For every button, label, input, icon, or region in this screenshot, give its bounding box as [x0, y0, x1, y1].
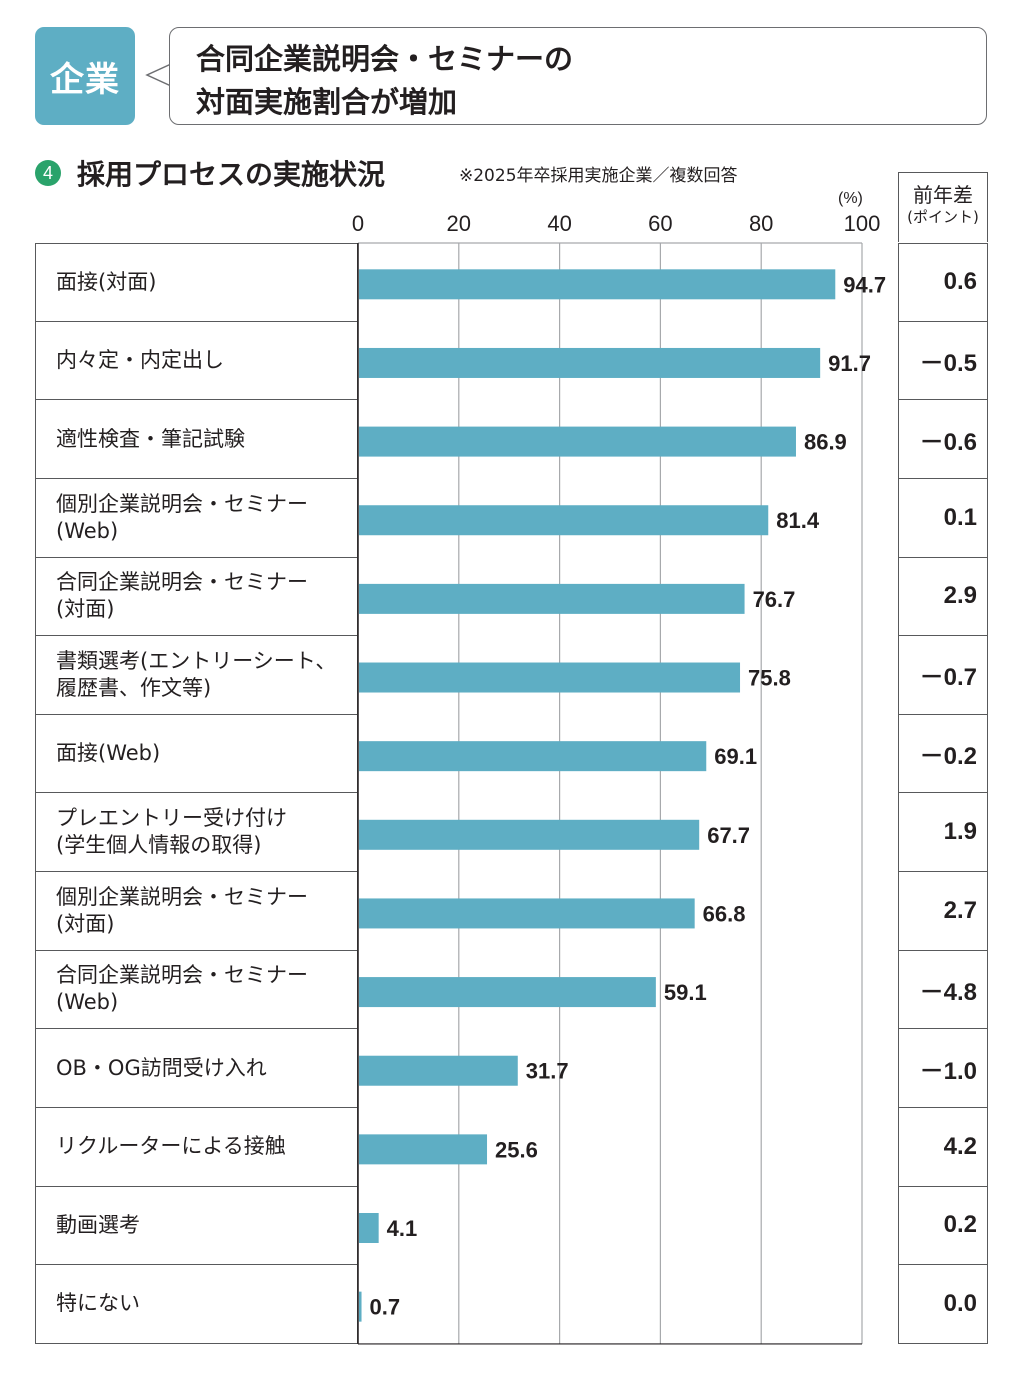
axis-unit-label: (%) — [838, 190, 863, 207]
category-label: 内々定・内定出し — [35, 321, 358, 401]
bar — [359, 1134, 488, 1165]
bar — [359, 1291, 362, 1322]
category-label: 合同企業説明会・セミナー (対面) — [35, 557, 358, 637]
category-label: 面接(対面) — [35, 243, 358, 322]
bar-value-label: 76.7 — [753, 587, 796, 612]
bar — [359, 505, 769, 536]
diff-value: －0.5 — [898, 321, 988, 401]
category-label: 面接(Web) — [35, 714, 358, 794]
diff-value: 2.9 — [898, 557, 988, 637]
diff-value: 4.2 — [898, 1107, 988, 1187]
x-tick-label: 100 — [843, 211, 881, 236]
diff-value: 0.2 — [898, 1186, 988, 1266]
bar — [359, 741, 707, 772]
headline-line-2: 対面実施割合が増加 — [196, 85, 458, 119]
category-label: プレエントリー受け付け (学生個人情報の取得) — [35, 793, 358, 872]
bar — [359, 347, 821, 378]
bar — [359, 662, 741, 693]
category-label: 適性検査・筆記試験 — [35, 400, 358, 479]
section-number-icon: 4 — [35, 160, 61, 186]
diff-header-unit: (ポイント) — [907, 208, 979, 226]
bar-value-label: 86.9 — [804, 430, 847, 455]
category-label: リクルーターによる接触 — [35, 1107, 358, 1187]
category-label: 特にない — [35, 1265, 358, 1344]
bar-value-label: 0.7 — [370, 1295, 401, 1320]
diff-value: －0.6 — [898, 400, 988, 479]
bar-value-label: 94.7 — [843, 272, 886, 297]
bar — [359, 583, 745, 614]
category-label: 個別企業説明会・セミナー (対面) — [35, 872, 358, 951]
x-tick-label: 80 — [748, 211, 774, 236]
diff-value-table: 0.6 －0.5 －0.6 0.1 2.9 －0.7 －0.2 1.9 2.7 －4.8 －1.0 4… — [898, 243, 988, 1344]
diff-value: 0.0 — [898, 1265, 988, 1344]
x-tick-label: 20 — [446, 211, 472, 236]
bar-value-label: 4.1 — [387, 1216, 418, 1241]
headline-line-1: 合同企業説明会・セミナーの — [196, 42, 574, 76]
headline: 合同企業説明会・セミナーの 対面実施割合が増加 — [196, 38, 573, 124]
headline-bubble — [169, 27, 987, 125]
bar — [359, 898, 695, 929]
bar-value-label: 69.1 — [714, 744, 757, 769]
diff-value: 1.9 — [898, 793, 988, 872]
diff-value: 0.1 — [898, 478, 988, 558]
category-badge: 企業 — [35, 27, 135, 125]
bar-value-label: 75.8 — [748, 666, 791, 691]
bar-value-label: 67.7 — [707, 823, 750, 848]
diff-value: －4.8 — [898, 950, 988, 1030]
bar — [359, 269, 836, 300]
category-label: 個別企業説明会・セミナー (Web) — [35, 478, 358, 558]
bar — [359, 977, 656, 1008]
diff-value: －0.7 — [898, 636, 988, 715]
diff-value: －0.2 — [898, 714, 988, 794]
bar — [359, 819, 700, 850]
bar-value-label: 31.7 — [526, 1059, 569, 1084]
chart-title: 採用プロセスの実施状況 — [77, 158, 386, 191]
bar-value-label: 81.4 — [776, 508, 820, 533]
bar-value-label: 59.1 — [664, 980, 707, 1005]
bar — [359, 1213, 379, 1243]
chart-note: ※2025年卒採用実施企業／複数回答 — [459, 166, 738, 186]
diff-value: －1.0 — [898, 1029, 988, 1108]
category-label-table: 面接(対面) 内々定・内定出し 適性検査・筆記試験 個別企業説明会・セミナー (Web… — [35, 243, 358, 1344]
bar — [359, 1055, 518, 1086]
bar — [359, 426, 796, 457]
x-tick-label: 0 — [351, 211, 365, 236]
bar-value-label: 91.7 — [828, 351, 871, 376]
diff-column-header: 前年差 (ポイント) — [898, 172, 988, 242]
diff-value: 0.6 — [898, 243, 988, 322]
bar-value-label: 66.8 — [703, 901, 746, 926]
diff-header-title: 前年差 — [913, 183, 973, 207]
x-tick-label: 40 — [547, 211, 572, 236]
category-label: 合同企業説明会・セミナー (Web) — [35, 950, 358, 1030]
diff-value: 2.7 — [898, 872, 988, 951]
category-label: 動画選考 — [35, 1186, 358, 1266]
bar-value-label: 25.6 — [495, 1137, 538, 1162]
speech-bubble-tail — [145, 63, 172, 87]
x-tick-label: 60 — [648, 211, 673, 236]
category-label: OB・OG訪問受け入れ — [35, 1029, 358, 1108]
